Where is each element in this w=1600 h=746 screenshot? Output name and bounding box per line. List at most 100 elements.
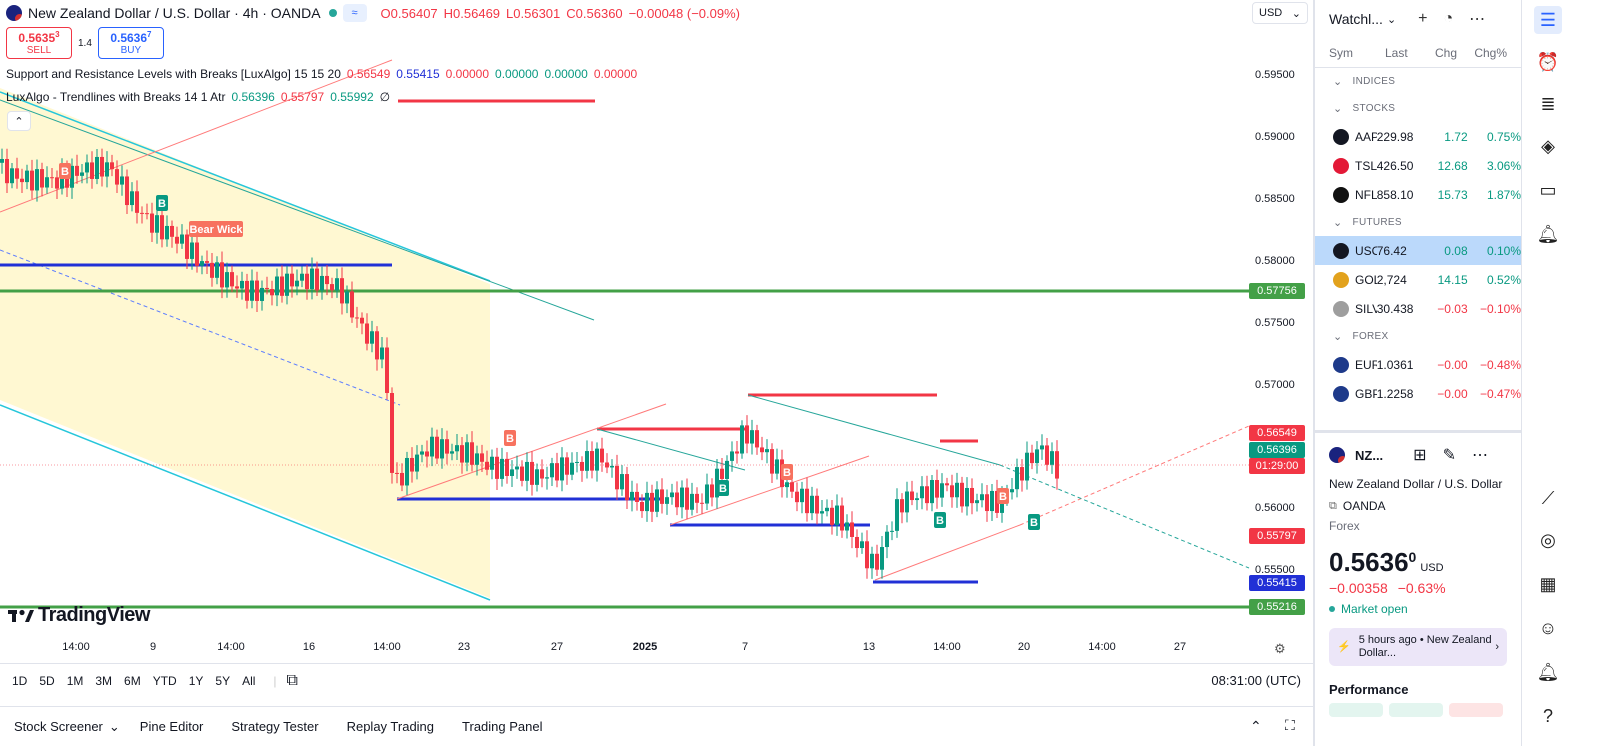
indicator-value: 0.00000 — [495, 67, 539, 81]
watchlist-row[interactable]: SILVER30.438 −0.03 −0.10% — [1315, 294, 1521, 323]
range-button-6m[interactable]: 6M — [124, 673, 141, 688]
watchlist-row[interactable]: AAPL229.98 1.72 0.75% — [1315, 122, 1521, 151]
bottom-tab[interactable]: Strategy Tester — [231, 718, 319, 734]
bottom-tab[interactable]: Trading Panel — [462, 718, 543, 734]
detail-symbol[interactable]: NZ... — [1355, 447, 1384, 463]
col-sym[interactable]: Sym — [1329, 45, 1353, 60]
alarm-clock-icon[interactable]: ⏰ — [1536, 51, 1560, 72]
watchlist-row[interactable]: TSLA426.50 12.68 3.06% — [1315, 151, 1521, 180]
range-button-1m[interactable]: 1M — [66, 673, 84, 688]
grid-view-icon[interactable]: ⊞ — [1413, 447, 1427, 464]
indicator-legend-trendlines[interactable]: LuxAlgo - Trendlines with Breaks 14 1 At… — [6, 90, 396, 104]
range-button-all[interactable]: All — [242, 673, 256, 688]
price-chart[interactable]: B B Bear Wick B B B B B B — [0, 0, 1313, 663]
buy-button[interactable]: 0.56367 BUY — [97, 27, 164, 59]
candle-body — [505, 458, 509, 476]
calendar-icon[interactable]: ▦ — [1539, 573, 1557, 594]
watchlist-row[interactable]: EURUSD1.0361 −0.00 −0.48% — [1315, 350, 1521, 379]
maximize-panel-icon[interactable]: ⛶ — [1285, 717, 1295, 733]
indicator-legend-sr[interactable]: Support and Resistance Levels with Break… — [6, 67, 643, 81]
compare-pill[interactable]: ≈ — [342, 4, 367, 22]
candle-body — [775, 459, 779, 474]
chart-settings-gear-icon[interactable]: ⚙ — [1274, 641, 1286, 656]
candle-body — [475, 453, 479, 465]
range-button-1d[interactable]: 1D — [12, 673, 28, 688]
candle-body — [110, 162, 114, 170]
watchlist-section[interactable]: ⌄ FUTURES — [1315, 209, 1521, 236]
candle-body — [855, 536, 859, 549]
watchlist-row[interactable]: GBPUSD1.2258 −0.00 −0.47% — [1315, 379, 1521, 408]
edit-note-icon[interactable]: ✎ — [1442, 447, 1456, 464]
symbol-title[interactable]: New Zealand Dollar / U.S. Dollar · 4h · … — [28, 5, 321, 21]
range-button-5d[interactable]: 5D — [39, 673, 55, 688]
add-symbol-icon[interactable]: + — [1418, 10, 1428, 27]
row-change: −0.00 — [1437, 357, 1468, 372]
chevron-down-icon[interactable]: ⌄ — [1386, 13, 1397, 26]
currency-select-value: USD — [1259, 7, 1283, 19]
watchlist-section[interactable]: ⌄ INDICES — [1315, 68, 1521, 95]
add-list-icon[interactable]: ≣ — [1540, 93, 1556, 114]
collapse-panel-icon[interactable]: ⌃ — [1250, 718, 1262, 734]
candle-body — [865, 541, 869, 569]
detail-exchange[interactable]: OANDA — [1342, 499, 1386, 513]
trendline-blue-dashed — [0, 249, 401, 406]
more-options-icon[interactable]: ⋯ — [1469, 11, 1486, 28]
utc-clock[interactable]: 08:31:00 (UTC) — [1211, 673, 1301, 688]
chevron-down-icon[interactable]: ⌄ — [108, 718, 120, 734]
range-button-5y[interactable]: 5Y — [215, 673, 231, 688]
sell-button[interactable]: 0.56353 SELL — [6, 27, 72, 59]
target-icon[interactable]: ◎ — [1540, 529, 1556, 550]
chevron-up-icon: ⌃ — [14, 115, 24, 128]
chevron-down-icon: ⌄ — [1333, 103, 1343, 115]
candle-body — [345, 291, 349, 304]
watchlist-column-header: Sym Last Chg Chg% — [1315, 38, 1521, 68]
range-divider: | — [273, 673, 277, 688]
range-button-ytd[interactable]: YTD — [152, 673, 177, 688]
advanced-view-icon[interactable]: ◔ — [1443, 10, 1454, 27]
row-last: 1.0361 — [1376, 357, 1414, 372]
watchlist-row[interactable]: USOIL76.42 0.08 0.10% — [1315, 236, 1521, 265]
candle-body — [330, 284, 334, 291]
candle-body — [690, 493, 694, 510]
col-chg-pct[interactable]: Chg% — [1474, 45, 1507, 60]
row-change: 15.73 — [1437, 187, 1468, 202]
bottom-tab[interactable]: Pine Editor — [139, 718, 204, 734]
spread-value: 1.4 — [78, 37, 92, 49]
candle-body — [55, 177, 59, 189]
collapse-legend-button[interactable]: ⌃ — [7, 111, 31, 131]
external-link-icon[interactable]: ⧉ — [1329, 499, 1337, 512]
currency-select[interactable]: USD ⌄ — [1252, 2, 1308, 24]
layers-icon[interactable]: ◈ — [1541, 135, 1555, 156]
time-axis-label: 27 — [1173, 641, 1187, 653]
col-last[interactable]: Last — [1385, 45, 1408, 60]
row-symbol: GOLD — [1355, 272, 1377, 287]
chart-area[interactable]: B B Bear Wick B B B B B B New Zealand Dollar / U… — [0, 0, 1313, 663]
watchlist-section[interactable]: ⌄ STOCKS — [1315, 95, 1521, 122]
watchlist-section[interactable]: ⌄ FOREX — [1315, 323, 1521, 350]
bottom-tab[interactable]: Stock Screener — [14, 718, 103, 734]
watchlist-title[interactable]: Watchl... — [1329, 11, 1383, 27]
col-chg[interactable]: Chg — [1434, 45, 1457, 60]
notifications-icon[interactable]: 🔔︎ — [1536, 661, 1560, 682]
row-symbol: EURUSD — [1355, 357, 1377, 372]
more-options-icon[interactable]: ⋯ — [1471, 447, 1488, 464]
bell-icon[interactable]: 🔔︎ — [1536, 223, 1560, 244]
panel-divider[interactable] — [1313, 0, 1315, 746]
watchlist-row[interactable]: NFLX858.10 15.73 1.87% — [1315, 180, 1521, 209]
help-icon[interactable]: ? — [1542, 705, 1553, 726]
candle-body — [640, 502, 644, 512]
range-button-3m[interactable]: 3M — [95, 673, 113, 688]
range-button-1y[interactable]: 1Y — [188, 673, 204, 688]
date-range-calendar-icon[interactable]: ⧉ — [286, 671, 298, 689]
row-symbol: GBPUSD — [1355, 386, 1377, 401]
candle-body — [490, 456, 494, 470]
watchlist-row[interactable]: GOLD2,724 14.15 0.52% — [1315, 265, 1521, 294]
price-tag: 0.56549 — [1249, 425, 1305, 441]
time-axis-label: 27 — [550, 641, 564, 653]
watchlist-icon[interactable]: ☰ — [1534, 6, 1562, 34]
bottom-tab[interactable]: Replay Trading — [346, 718, 435, 734]
community-icon[interactable]: ☺ — [1538, 617, 1558, 638]
news-card[interactable]: ⚡ 5 hours ago • New Zealand Dollar... › — [1329, 628, 1507, 666]
pencil-tool-icon[interactable]: ⟋ — [1541, 487, 1555, 508]
chat-icon[interactable]: ▭ — [1539, 179, 1557, 200]
